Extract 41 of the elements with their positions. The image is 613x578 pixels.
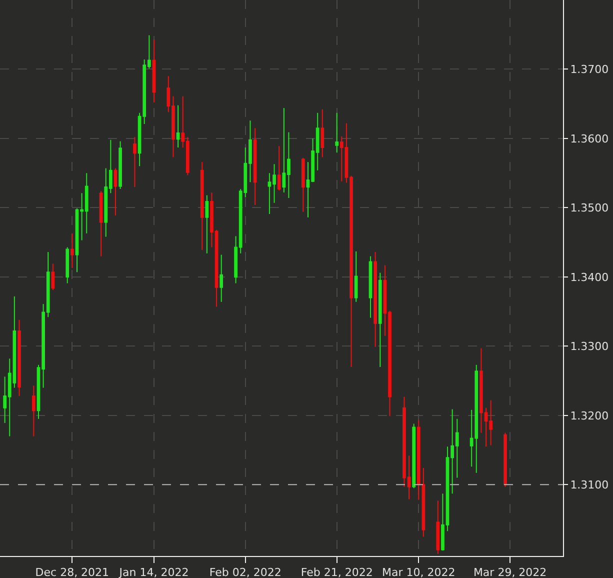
candlestick (99, 190, 103, 257)
y-tick-label: 1.3100 (570, 478, 609, 492)
candlestick (152, 38, 156, 103)
candlestick (301, 157, 305, 212)
candlestick (18, 319, 21, 397)
candlestick (118, 140, 122, 190)
x-tick-label: Mar 29, 2022 (473, 566, 547, 578)
candlestick (277, 146, 281, 191)
y-tick-label: 1.3300 (570, 340, 609, 354)
y-tick-label: 1.3400 (570, 270, 609, 284)
candlestick (51, 263, 55, 291)
candlestick (205, 194, 209, 254)
candlestick (32, 385, 36, 437)
candlestick (320, 108, 324, 158)
y-tick-label: 1.3600 (570, 132, 609, 146)
candlestick (253, 128, 257, 206)
y-tick-label: 1.3700 (570, 63, 609, 76)
candlestick (368, 256, 372, 318)
x-tick-label: Dec 28, 2021 (35, 566, 110, 578)
candlestick (133, 136, 136, 188)
x-tick-label: Feb 21, 2022 (300, 566, 373, 578)
candlestick (176, 104, 180, 148)
candlestick (200, 162, 204, 250)
candlestick (335, 112, 339, 153)
candlestick (70, 232, 74, 268)
candlestick (412, 423, 416, 489)
candlestick (416, 420, 420, 500)
x-tick-label: Mar 10, 2022 (382, 566, 456, 578)
x-tick-label: Jan 14, 2022 (118, 566, 189, 578)
candlestick (374, 252, 378, 348)
y-tick-label: 1.3200 (570, 409, 609, 422)
candlestick (220, 254, 224, 302)
candlestick (354, 250, 358, 302)
y-tick-label: 1.3500 (570, 202, 609, 215)
candlestick (436, 500, 440, 554)
x-tick-label: Feb 02, 2022 (209, 566, 282, 578)
candlestick (378, 272, 382, 368)
candlestick (504, 432, 507, 488)
candlestick (114, 168, 118, 216)
candlestick (66, 246, 70, 284)
candlestick (422, 468, 426, 538)
